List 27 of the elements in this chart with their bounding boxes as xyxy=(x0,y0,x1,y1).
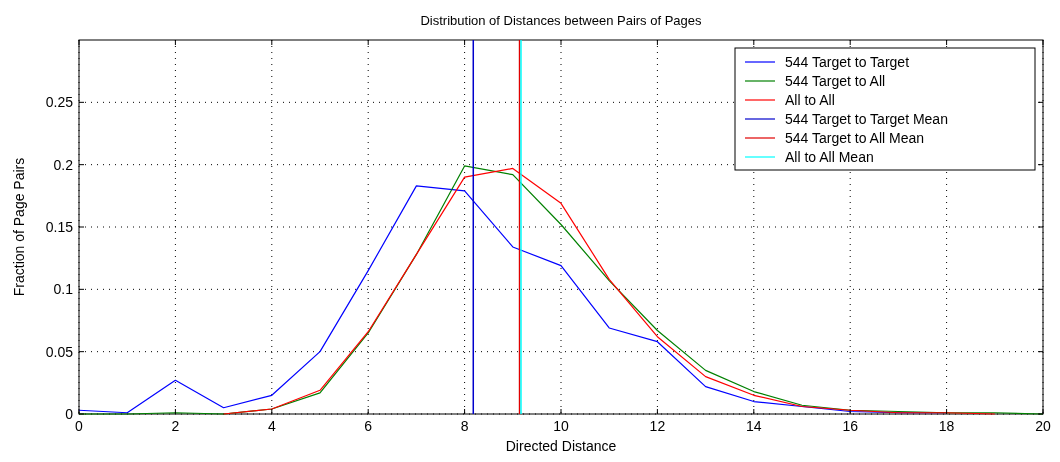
x-tick-label: 2 xyxy=(171,418,180,434)
y-tick-label: 0.25 xyxy=(45,94,74,111)
legend-label: All to All xyxy=(785,91,835,108)
x-tick-label: 16 xyxy=(842,418,859,434)
legend-label: 544 Target to Target Mean xyxy=(785,110,948,127)
legend-label: 544 Target to Target xyxy=(785,53,910,70)
x-tick-label: 8 xyxy=(460,418,469,434)
legend-label: 544 Target to All Mean xyxy=(785,129,925,146)
line-series xyxy=(223,167,996,415)
x-tick-label: 18 xyxy=(938,418,955,434)
y-tick-label: 0.05 xyxy=(45,343,74,360)
y-axis-title: Fraction of Page Pairs xyxy=(11,157,27,297)
x-axis-title: Directed Distance xyxy=(505,438,617,454)
x-tick-label: 10 xyxy=(553,418,569,434)
y-tick-label: 0.15 xyxy=(45,218,74,235)
x-tick-label: 12 xyxy=(649,418,666,434)
x-tick-label: 6 xyxy=(364,418,373,434)
chart-title: Distribution of Distances between Pairs of Pages xyxy=(420,13,703,28)
x-tick-label: 14 xyxy=(746,418,762,434)
x-tick-label: 4 xyxy=(267,418,276,434)
legend-label: All to All Mean xyxy=(785,148,874,165)
x-tick-label: 0 xyxy=(75,418,84,434)
y-tick-label: 0.1 xyxy=(53,281,74,298)
x-tick-label: 20 xyxy=(1035,418,1051,434)
y-tick-label: 0.2 xyxy=(53,156,74,173)
y-tick-label: 0 xyxy=(65,405,74,422)
legend-label: 544 Target to All xyxy=(785,72,886,89)
